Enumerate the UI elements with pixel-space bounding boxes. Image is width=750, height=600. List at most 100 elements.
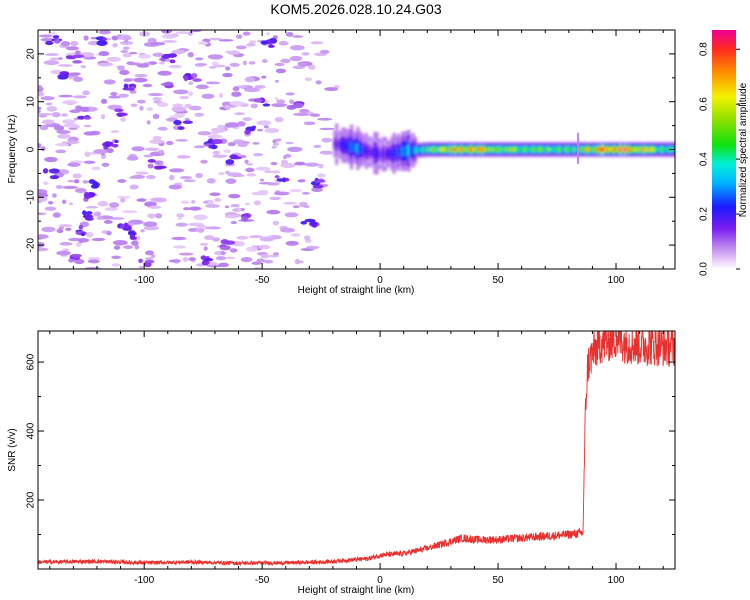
spectrogram-noise-blob (273, 191, 290, 196)
spectrogram-noise-blob (299, 108, 310, 113)
spectrogram-noise-blob (111, 263, 121, 267)
spectrogram-noise-blob (264, 170, 273, 174)
spectrogram-noise-blob (40, 146, 46, 152)
colorbar-gradient (712, 30, 736, 269)
spectrogram-noise-blob (294, 258, 301, 265)
spectrogram-noise-blob (72, 54, 85, 59)
spectrogram-noise-blob (271, 145, 277, 149)
spectrogram-signal-cell (653, 147, 657, 152)
spectrogram-signal-cell (424, 147, 428, 152)
spectrogram-noise-blob (245, 167, 255, 173)
spectrogram-signal-cell (511, 147, 515, 152)
spectrogram-noise-blob (138, 265, 144, 269)
spectrogram-noise-blob (232, 208, 240, 212)
spectrogram-noise-blob (87, 257, 101, 260)
spectrogram-noise-blob (143, 225, 160, 231)
spectrogram-y-ticks: -20 -10 0 10 20 (26, 29, 675, 270)
spectrogram-noise-blob (175, 31, 190, 34)
spectrogram-noise-blob (120, 117, 126, 122)
spectrogram-noise-blob (260, 254, 270, 259)
spectrogram-signal-cell (621, 147, 626, 152)
spectrogram-noise-blob (70, 40, 79, 47)
spectrogram-noise-blob (301, 52, 310, 56)
spectrogram-noise-blob (199, 242, 209, 246)
spectrogram-signal-cell (502, 147, 507, 152)
spectrogram-noise-blob (117, 195, 131, 199)
spectrogram-signal-cell (373, 147, 377, 159)
snr-x-tick-label: -50 (255, 575, 270, 586)
spectrogram-noise-blob (311, 187, 323, 193)
spectrogram-noise-blob (236, 235, 249, 240)
spectrogram-noise-blob (251, 125, 257, 129)
spectrogram-noise-blob (72, 95, 87, 99)
spectrogram-signal-cell (356, 143, 360, 154)
spectrogram-noise-blob (179, 95, 190, 100)
spectrogram-signal-cell (349, 141, 354, 153)
spectrogram-signal-cell (369, 148, 373, 156)
spectrogram-noise-blob (225, 122, 240, 128)
spectrogram-noise-blob (56, 250, 71, 256)
spectrogram-noise-blob (39, 124, 49, 131)
spectrogram-noise-blob (305, 245, 320, 250)
spectrogram-noise-blob (223, 149, 232, 153)
spectrogram-noise-blob (244, 77, 256, 83)
spectrogram-noise-blob (218, 262, 230, 268)
spectrogram-noise-blob (253, 152, 264, 157)
spectrogram-noise-blob (193, 214, 208, 221)
spectrogram-signal-cell (402, 146, 407, 157)
spectrogram-signal-cell (623, 147, 628, 152)
spectrogram-noise-blob (161, 40, 178, 43)
spectrogram-noise-blob (133, 77, 148, 83)
spectrogram-noise-blob (300, 221, 308, 225)
spectrogram-noise-blob (272, 142, 280, 146)
spectrogram-noise-blob (152, 113, 160, 120)
spectrogram-noise-blob (266, 209, 281, 215)
spectrogram-noise-blob (155, 213, 163, 219)
spectrogram-noise-blob (259, 178, 265, 182)
spectrogram-noise-blob (253, 200, 262, 206)
snr-x-tick-label: 0 (377, 575, 383, 586)
spectrogram-signal-cell (449, 147, 454, 152)
spectrogram-signal-cell (530, 147, 534, 152)
spectrogram-noise-blob (61, 113, 68, 117)
snr-y-ticks: 200 400 600 (26, 353, 675, 536)
spectrogram-noise-blob (147, 163, 154, 169)
spectrogram-noise-blob (38, 34, 53, 38)
spectrogram-noise-blob (112, 42, 118, 48)
spectrogram-signal-cell (562, 147, 566, 152)
spectrogram-signal-cell (335, 138, 339, 150)
spectrogram-noise-blob (242, 31, 251, 36)
spectrogram-noise-blob (86, 232, 94, 238)
spectrogram-signal-cell (630, 147, 634, 152)
spectrogram-noise-blob (171, 106, 187, 112)
spectrogram-noise-blob (176, 213, 185, 218)
spectrogram-noise-blob (84, 191, 90, 198)
spectrogram-noise-blob (42, 181, 49, 185)
spectrogram-noise-blob (230, 221, 238, 225)
spectrogram-noise-blob (318, 163, 324, 169)
spectrogram-noise-blob (319, 150, 334, 155)
spectrogram-noise-blob (224, 104, 231, 110)
spectrogram-noise-blob (112, 239, 128, 246)
spectrogram-noise-blob (237, 121, 246, 127)
spectrogram-signal-cell (649, 147, 653, 152)
spectrogram-noise-blob (283, 177, 290, 182)
spectrogram-noise-blob (123, 224, 132, 229)
spectrogram-noise-blob (289, 99, 295, 104)
spectrogram-noise-blob (202, 200, 209, 204)
spectrogram-signal-cell (534, 147, 539, 152)
spectrogram-noise-blob (134, 73, 148, 78)
spectrogram-noise-blob (61, 199, 67, 204)
spectrogram-noise-blob (149, 139, 165, 144)
spectrogram-noise-blob (56, 228, 64, 234)
spectrogram-noise-blob (138, 258, 144, 263)
spectrogram-noise-blob (67, 162, 80, 167)
spectrogram-noise-blob (48, 168, 60, 174)
spectrogram-noise-blob (146, 120, 151, 125)
spectrogram-signal-cell (532, 147, 536, 152)
snr-x-tick-label: 50 (492, 575, 504, 586)
spectrogram-noise-blob (280, 58, 291, 64)
spectrogram-y-tick-label: -20 (26, 237, 37, 252)
spectrogram-noise-blob (111, 35, 119, 41)
spectrogram-noise-blob (274, 175, 280, 179)
